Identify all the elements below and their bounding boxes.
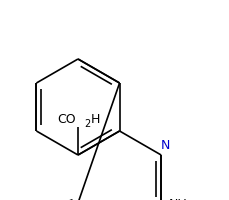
Text: CO: CO xyxy=(57,112,76,125)
Text: 2: 2 xyxy=(84,118,90,128)
Text: N: N xyxy=(161,138,170,151)
Text: NH: NH xyxy=(169,197,188,200)
Text: H: H xyxy=(91,112,100,125)
